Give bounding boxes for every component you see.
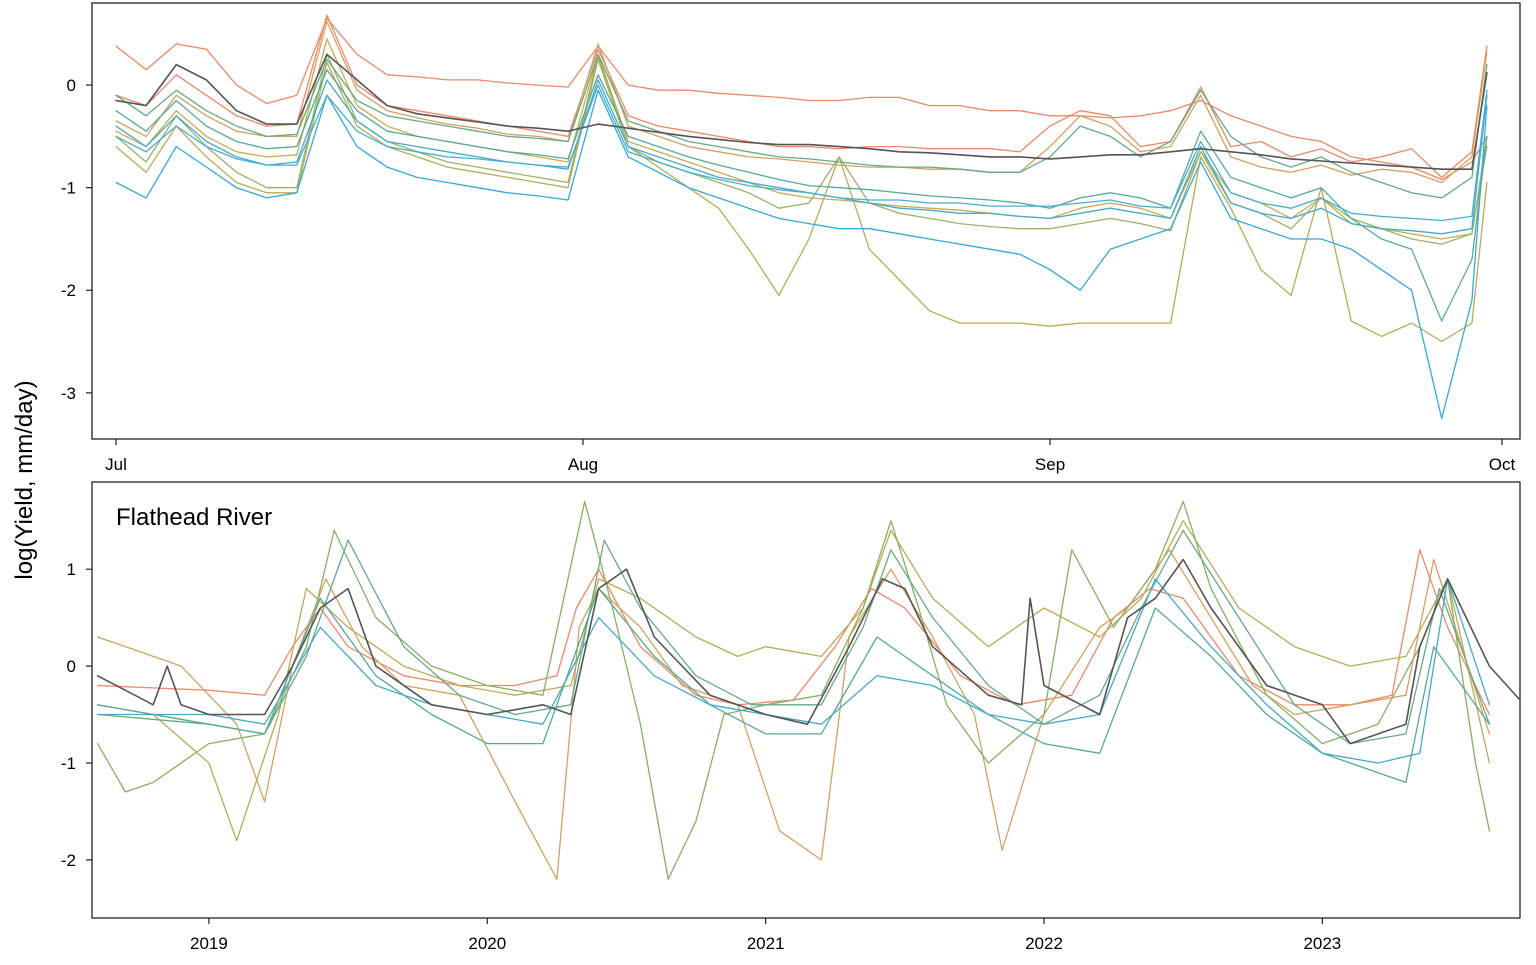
top-series-line-4 [115, 58, 1488, 343]
bottom-series-line-7 [96, 578, 1491, 764]
top-y-tick-label-4: 0 [67, 76, 76, 95]
bottom-x-tick-label-4: 2022 [1025, 934, 1063, 953]
top-x-tick-label-1: Jul [105, 455, 127, 474]
top-panel: Jul Aug Sep Oct -3 -2 -1 0 [61, 2, 1521, 474]
bottom-series-line-4 [96, 500, 1491, 880]
top-panel-frame [91, 2, 1521, 440]
bottom-series-group [96, 500, 1521, 880]
top-x-tick-label-3: Sep [1035, 455, 1065, 474]
top-x-tick-label-4: Oct [1489, 455, 1516, 474]
bottom-series-line-5 [96, 529, 1491, 745]
bottom-y-tick-label-2: -1 [61, 754, 76, 773]
top-y-tick-label-3: -1 [61, 179, 76, 198]
top-x-tick-label-2: Aug [568, 455, 598, 474]
top-series-line-3 [115, 20, 1488, 184]
top-series-line-7 [115, 53, 1488, 199]
y-axis-title: log(Yield, mm/day) [11, 380, 38, 579]
bottom-x-tick-label-1: 2019 [190, 934, 228, 953]
top-y-axis: -3 -2 -1 0 [61, 76, 92, 403]
bottom-series-line-6 [96, 587, 1491, 784]
top-series-line-5 [115, 38, 1488, 240]
top-series-line-8 [115, 69, 1488, 322]
top-series-line-1 [115, 17, 1488, 181]
bottom-series-line-1 [96, 549, 1491, 716]
bottom-x-tick-label-2: 2020 [468, 934, 506, 953]
bottom-series-line-8 [96, 558, 1521, 745]
top-x-axis: Jul Aug Sep Oct [105, 439, 1515, 474]
bottom-series-line-3 [96, 520, 1491, 842]
top-y-tick-label-1: -3 [61, 384, 76, 403]
bottom-panel: 2019 2020 2021 2022 2023 -2 -1 0 1 Flathead Riv… [61, 481, 1521, 953]
panel-annotation-flathead-river: Flathead River [116, 504, 272, 531]
bottom-y-axis: -2 -1 0 1 [61, 560, 92, 870]
bottom-y-tick-label-4: 1 [67, 560, 76, 579]
bottom-x-axis: 2019 2020 2021 2022 2023 [190, 918, 1341, 953]
top-series-group [115, 14, 1488, 420]
bottom-series-line-2 [96, 549, 1491, 880]
top-series-line-12 [115, 53, 1488, 170]
bottom-y-tick-label-3: 0 [67, 657, 76, 676]
top-series-line-2 [115, 14, 1488, 179]
bottom-x-tick-label-5: 2023 [1303, 934, 1341, 953]
bottom-y-tick-label-1: -2 [61, 851, 76, 870]
bottom-x-tick-label-3: 2021 [747, 934, 785, 953]
top-y-tick-label-2: -2 [61, 281, 76, 300]
top-series-line-11 [115, 84, 1488, 222]
top-series-line-6 [115, 53, 1488, 245]
top-series-line-10 [115, 89, 1488, 420]
